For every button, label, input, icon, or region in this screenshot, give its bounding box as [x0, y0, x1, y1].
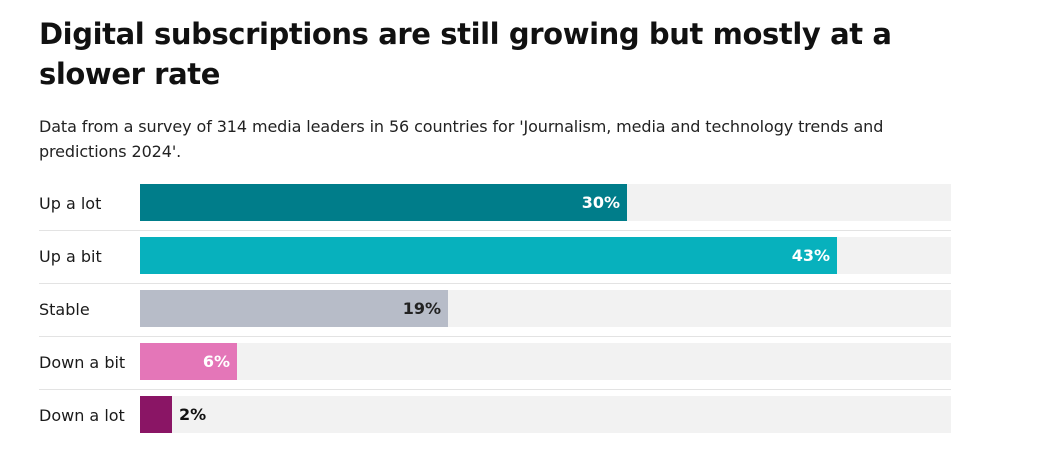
row-divider [39, 230, 951, 231]
bar [140, 396, 172, 433]
data-label: 43% [791, 246, 830, 265]
data-label: 2% [179, 405, 207, 424]
bar-chart: Up a lot 30% Up a bit 43% Stable 19% Down a bi… [39, 177, 951, 443]
data-label: 30% [581, 193, 620, 212]
bar [140, 290, 448, 327]
bar-track: 6% [140, 343, 951, 380]
row-divider [39, 283, 951, 284]
bar-row: Stable 19% [39, 283, 951, 337]
bar-row: Down a bit 6% [39, 336, 951, 390]
bar-track: 2% [140, 396, 951, 433]
bar [140, 343, 237, 380]
bar-track: 19% [140, 290, 951, 327]
bar-row: Up a lot 30% [39, 177, 951, 231]
bar [140, 237, 837, 274]
bar-track: 43% [140, 237, 951, 274]
bar-row: Down a lot 2% [39, 389, 951, 442]
row-divider [39, 389, 951, 390]
data-label: 19% [402, 299, 441, 318]
category-label: Down a bit [39, 353, 126, 372]
category-label: Stable [39, 300, 90, 319]
bar [140, 184, 627, 221]
chart-subtitle: Data from a survey of 314 media leaders … [39, 117, 884, 161]
data-label: 6% [202, 352, 230, 371]
category-label: Down a lot [39, 406, 125, 425]
category-label: Up a lot [39, 194, 102, 213]
bar-track: 30% [140, 184, 951, 221]
row-divider [39, 336, 951, 337]
chart-title: Digital subscriptions are still growing … [39, 17, 892, 91]
bar-row: Up a bit 43% [39, 230, 951, 284]
category-label: Up a bit [39, 247, 102, 266]
